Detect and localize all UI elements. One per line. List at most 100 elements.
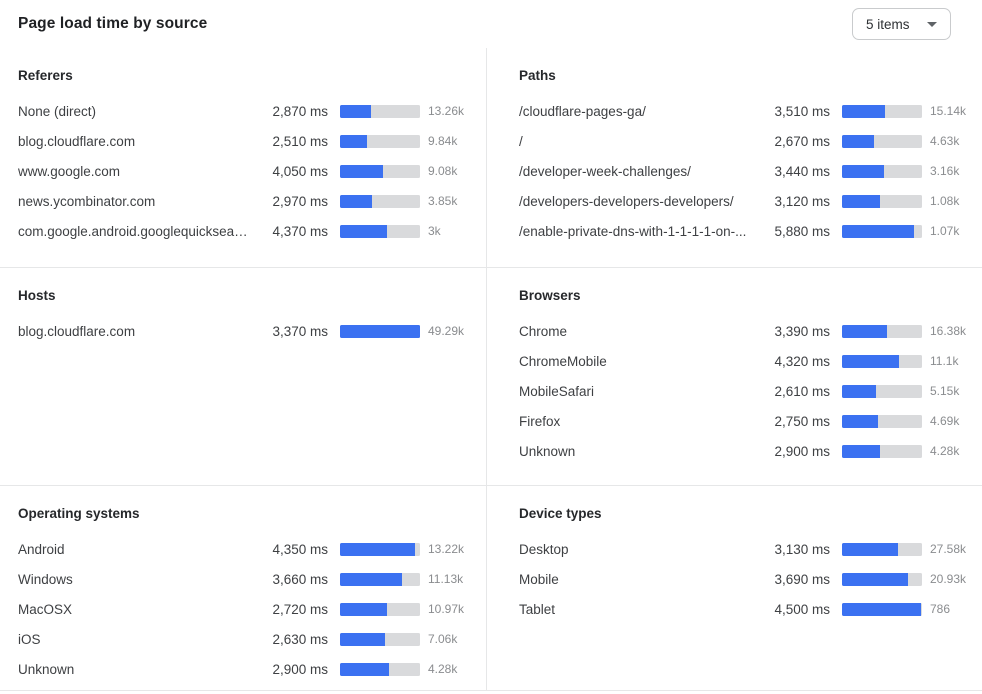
load-time-bar xyxy=(340,572,420,586)
operating-systems-row: Unknown 2,900 ms 4.28k xyxy=(18,654,468,684)
load-time-bar-fill xyxy=(340,194,372,208)
load-time-bar xyxy=(340,632,420,646)
load-time-bar xyxy=(340,602,420,616)
row-count: 3k xyxy=(428,224,441,238)
panel-title-device-types: Device types xyxy=(519,506,602,521)
load-time-bar-fill xyxy=(842,194,881,208)
row-label: /developers-developers-developers/ xyxy=(519,193,734,209)
load-time-bar xyxy=(842,414,922,428)
paths-row: /cloudflare-pages-ga/ 3,510 ms 15.14k xyxy=(519,96,970,126)
panel-device-types: Device types Desktop 3,130 ms 27.58k Mob… xyxy=(486,485,982,690)
row-load-time: 3,510 ms xyxy=(774,103,830,119)
items-count-dropdown[interactable]: 5 items xyxy=(852,8,951,40)
panel-title-paths: Paths xyxy=(519,68,556,83)
load-time-bar-fill xyxy=(842,164,885,178)
referers-row: com.google.android.googlequicksearc... 4… xyxy=(18,216,468,246)
page-title: Page load time by source xyxy=(18,15,208,32)
row-count: 9.08k xyxy=(428,164,458,178)
row-load-time: 2,900 ms xyxy=(774,443,830,459)
row-count: 786 xyxy=(930,602,951,616)
load-time-bar xyxy=(842,194,922,208)
row-load-time: 2,510 ms xyxy=(272,133,328,149)
load-time-bar-fill xyxy=(842,542,898,556)
browsers-row: Firefox 2,750 ms 4.69k xyxy=(519,406,970,436)
load-time-bar xyxy=(842,384,922,398)
row-count: 49.29k xyxy=(428,324,465,338)
row-load-time: 3,660 ms xyxy=(272,571,328,587)
load-time-bar-fill xyxy=(340,134,368,148)
load-time-bar xyxy=(842,134,922,148)
load-time-bar-fill xyxy=(842,602,922,616)
load-time-bar xyxy=(842,164,922,178)
row-label: /cloudflare-pages-ga/ xyxy=(519,103,646,119)
load-time-bar-fill xyxy=(842,354,899,368)
paths-row: / 2,670 ms 4.63k xyxy=(519,126,970,156)
referers-row: www.google.com 4,050 ms 9.08k xyxy=(18,156,468,186)
row-load-time: 3,120 ms xyxy=(774,193,830,209)
row-count: 4.28k xyxy=(428,662,458,676)
panel-title-browsers: Browsers xyxy=(519,288,581,303)
paths-row: /enable-private-dns-with-1-1-1-1-on-... … xyxy=(519,216,970,246)
row-label: com.google.android.googlequicksearc... xyxy=(18,223,252,239)
browsers-row: MobileSafari 2,610 ms 5.15k xyxy=(519,376,970,406)
load-time-bar-fill xyxy=(842,224,914,238)
load-time-bar xyxy=(842,444,922,458)
row-load-time: 2,720 ms xyxy=(272,601,328,617)
device-types-row: Desktop 3,130 ms 27.58k xyxy=(519,534,970,564)
row-count: 1.07k xyxy=(930,224,960,238)
panel-title-referers: Referers xyxy=(18,68,73,83)
load-time-bar xyxy=(340,542,420,556)
row-count: 3.16k xyxy=(930,164,960,178)
load-time-bar-fill xyxy=(842,572,909,586)
row-load-time: 2,870 ms xyxy=(272,103,328,119)
load-time-bar-fill xyxy=(842,384,876,398)
load-time-bar xyxy=(340,662,420,676)
load-time-bar xyxy=(842,602,922,616)
row-count: 5.15k xyxy=(930,384,960,398)
paths-row: /developers-developers-developers/ 3,120… xyxy=(519,186,970,216)
load-time-bar-fill xyxy=(842,324,887,338)
load-time-bar xyxy=(340,194,420,208)
row-count: 7.06k xyxy=(428,632,458,646)
row-load-time: 2,900 ms xyxy=(272,661,328,677)
load-time-bar-fill xyxy=(340,662,389,676)
paths-row: /developer-week-challenges/ 3,440 ms 3.1… xyxy=(519,156,970,186)
row-count: 27.58k xyxy=(930,542,967,556)
items-count-dropdown-label: 5 items xyxy=(866,16,910,32)
row-load-time: 5,880 ms xyxy=(774,223,830,239)
operating-systems-row: iOS 2,630 ms 7.06k xyxy=(18,624,468,654)
row-load-time: 4,370 ms xyxy=(272,223,328,239)
browsers-row: ChromeMobile 4,320 ms 11.1k xyxy=(519,346,970,376)
load-time-bar-fill xyxy=(340,572,403,586)
load-time-bar xyxy=(842,542,922,556)
referers-row: blog.cloudflare.com 2,510 ms 9.84k xyxy=(18,126,468,156)
row-load-time: 3,130 ms xyxy=(774,541,830,557)
row-label: MobileSafari xyxy=(519,383,595,399)
panel-hosts: Hosts blog.cloudflare.com 3,370 ms 49.29… xyxy=(0,267,486,485)
load-time-bar-fill xyxy=(340,602,388,616)
load-time-bar xyxy=(842,354,922,368)
panels-grid: Referers None (direct) 2,870 ms 13.26k b… xyxy=(0,48,982,691)
row-load-time: 2,970 ms xyxy=(272,193,328,209)
load-time-bar-fill xyxy=(842,444,881,458)
row-load-time: 2,750 ms xyxy=(774,413,830,429)
row-label: Firefox xyxy=(519,413,561,429)
row-count: 4.63k xyxy=(930,134,960,148)
row-label: blog.cloudflare.com xyxy=(18,133,136,149)
row-load-time: 2,670 ms xyxy=(774,133,830,149)
row-label: Android xyxy=(18,541,65,557)
row-count: 1.08k xyxy=(930,194,960,208)
load-time-bar xyxy=(842,104,922,118)
row-label: Mobile xyxy=(519,571,559,587)
load-time-bar xyxy=(340,104,420,118)
row-load-time: 4,500 ms xyxy=(774,601,830,617)
browsers-row: Chrome 3,390 ms 16.38k xyxy=(519,316,970,346)
row-label: Tablet xyxy=(519,601,556,617)
row-label: iOS xyxy=(18,631,41,647)
widget-header: Page load time by source 5 items xyxy=(0,0,982,48)
operating-systems-row: MacOSX 2,720 ms 10.97k xyxy=(18,594,468,624)
row-load-time: 4,350 ms xyxy=(272,541,328,557)
device-types-row: Mobile 3,690 ms 20.93k xyxy=(519,564,970,594)
load-time-bar xyxy=(340,134,420,148)
